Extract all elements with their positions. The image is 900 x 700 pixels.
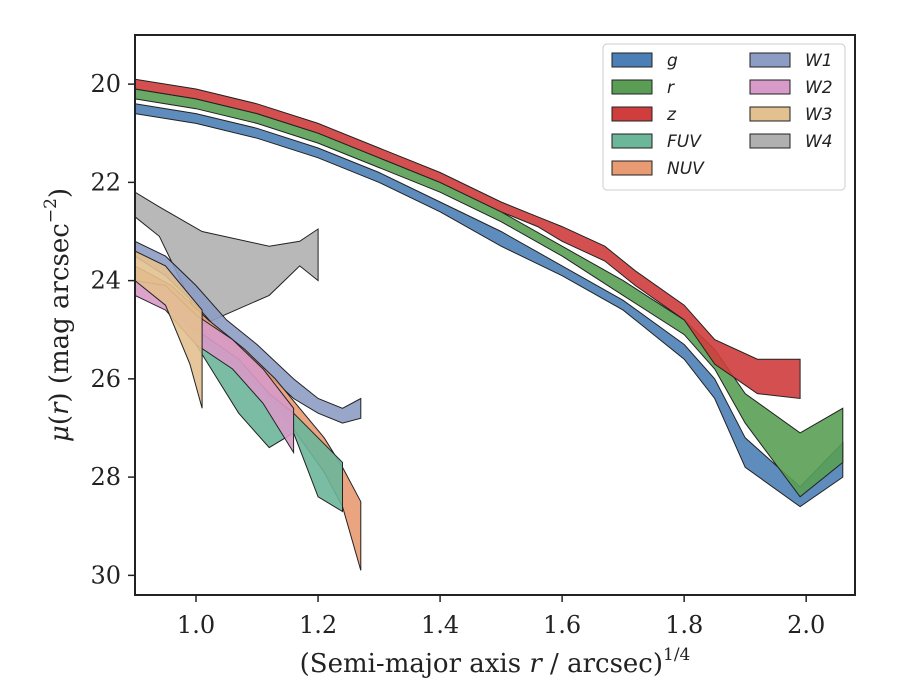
- band-g: [135, 103, 844, 508]
- legend-label-g: g: [667, 51, 678, 71]
- x-tick-label: 1.2: [299, 611, 337, 639]
- x-tick-label: 1.4: [421, 611, 459, 639]
- x-tick-label: 2.0: [787, 611, 825, 639]
- y-axis-label: μ(r) (mag arcsec−2): [41, 188, 75, 442]
- legend: grz FUV NUV W1 W2 W3 W4: [602, 43, 846, 191]
- legend-label-w4: W4: [805, 132, 833, 152]
- x-tick-label: 1.0: [177, 611, 215, 639]
- y-tick-label: 24: [90, 267, 121, 295]
- legend-swatch-w3: [749, 106, 791, 122]
- legend-label-w1: W1: [805, 51, 833, 71]
- legend-swatch-nuv: [611, 160, 653, 176]
- legend-label-r: r: [667, 78, 675, 98]
- x-tick-label: 1.6: [543, 611, 581, 639]
- legend-swatch-g: [611, 52, 653, 68]
- band-z: [135, 78, 801, 400]
- legend-swatch-r: [611, 79, 653, 95]
- legend-label-w3: W3: [805, 105, 833, 125]
- legend-label-w2: W2: [805, 78, 833, 98]
- x-axis-ticks: 1.0 1.2 1.4 1.6 1.8 2.0: [177, 595, 825, 639]
- x-axis-label: (Semi-major axis r / arcsec)1/4: [300, 645, 691, 679]
- y-axis-ticks: 20 22 24 26 28 30: [90, 70, 135, 589]
- legend-label-nuv: NUV: [667, 159, 705, 179]
- legend-swatch-w4: [749, 133, 791, 149]
- x-tick-label: 1.8: [665, 611, 703, 639]
- band-w3: [135, 250, 203, 409]
- y-tick-label: 20: [90, 70, 121, 98]
- band-w4: [135, 191, 319, 326]
- plot-frame: [134, 34, 856, 596]
- band-group: [135, 78, 844, 571]
- legend-swatch-z: [611, 106, 653, 122]
- y-tick-label: 26: [90, 365, 121, 393]
- legend-swatch-fuv: [611, 133, 653, 149]
- y-tick-label: 30: [90, 561, 121, 589]
- legend-label-fuv: FUV: [667, 132, 702, 152]
- legend-label-z: z: [666, 105, 677, 125]
- legend-swatch-w1: [749, 52, 791, 68]
- y-tick-label: 28: [90, 463, 121, 491]
- legend-swatch-w2: [749, 79, 791, 95]
- y-tick-label: 22: [90, 168, 121, 196]
